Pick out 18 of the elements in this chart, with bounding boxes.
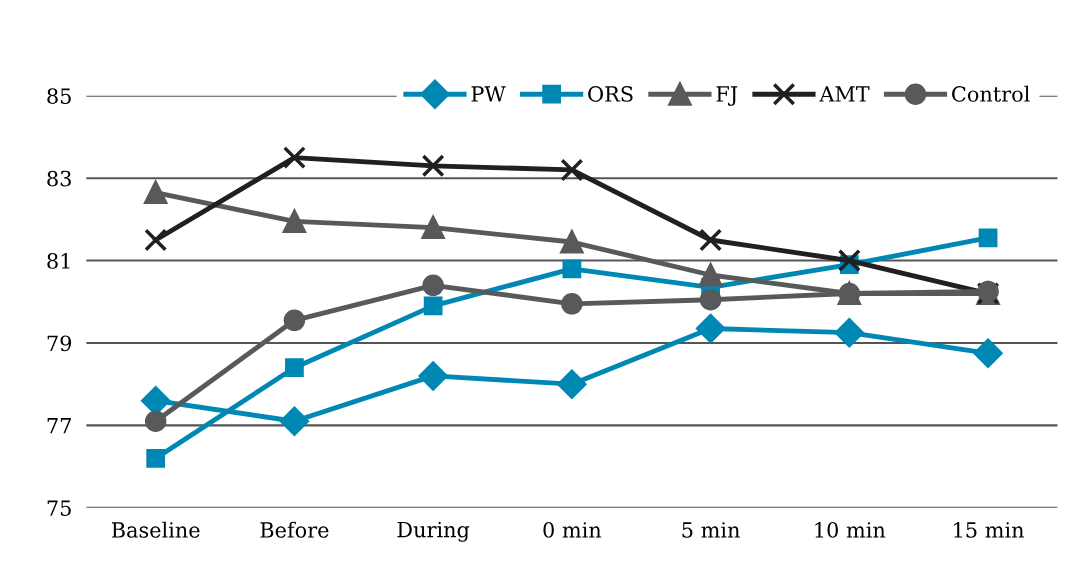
y-tick-label: 83 [47, 170, 71, 187]
x-tick-label: 10 min [815, 522, 886, 538]
legend-label: AMT [819, 86, 870, 102]
legend-label: FJ [716, 86, 738, 106]
y-tick-label: 79 [47, 335, 72, 352]
y-tick-label: 81 [47, 253, 70, 269]
x-tick-label: 5 min [682, 522, 740, 538]
legend-label: ORS [588, 86, 633, 102]
x-tick-label: 0 min [543, 522, 602, 538]
x-tick-label: Before [260, 521, 329, 538]
x-tick-label: During [397, 521, 470, 542]
y-tick-label: 75 [47, 500, 71, 516]
legend-label: PW [471, 86, 506, 102]
x-tick-label: Baseline [111, 521, 200, 538]
y-tick-label: 77 [47, 418, 71, 434]
y-tick-label: 85 [47, 88, 71, 104]
legend-label: Control [952, 85, 1030, 102]
x-tick-label: 15 min [954, 522, 1024, 538]
